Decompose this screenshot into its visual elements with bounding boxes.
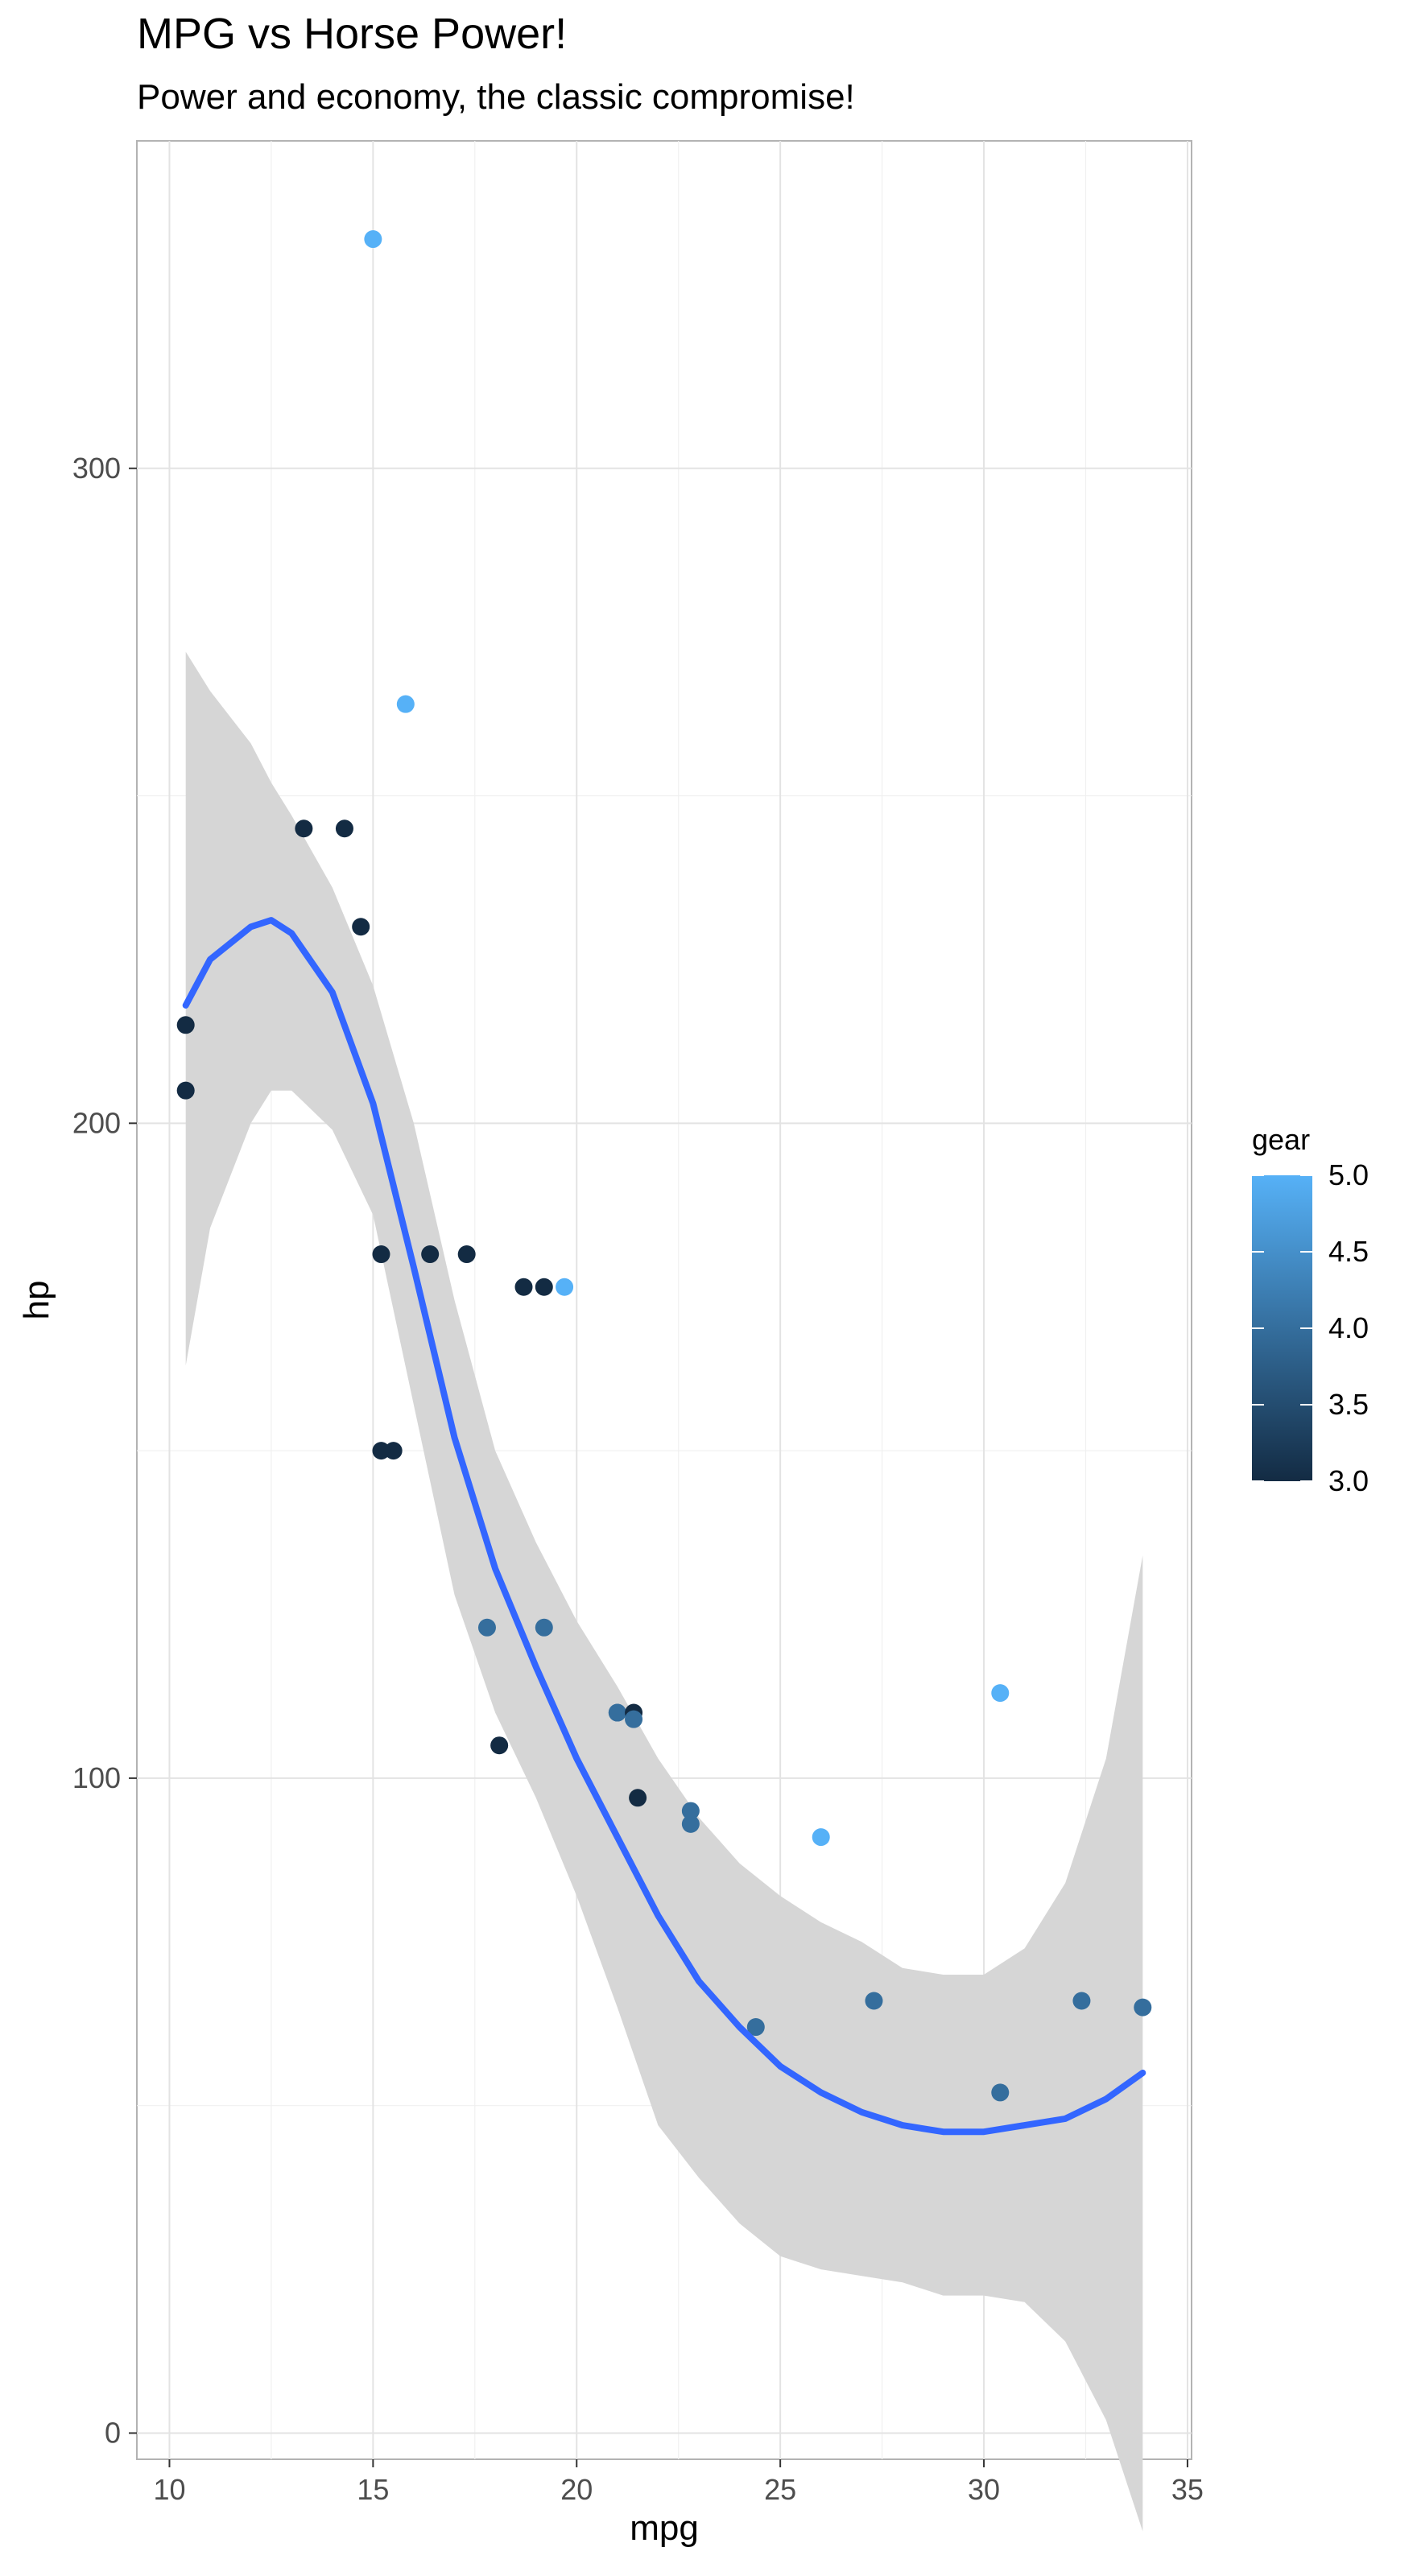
data-point [364, 230, 382, 249]
legend-ticks: 5.0 4.5 4.0 3.5 3.0 [1252, 1158, 1369, 1497]
data-point [477, 1618, 496, 1637]
data-point [335, 819, 353, 838]
major-gridlines [137, 141, 1192, 2459]
y-tick-label: 0 [105, 2416, 121, 2449]
legend-label: 3.0 [1328, 1464, 1369, 1497]
legend-label: 4.0 [1328, 1311, 1369, 1344]
x-axis-title: mpg [630, 2508, 699, 2548]
data-point [384, 1442, 403, 1460]
data-point [421, 1245, 440, 1264]
data-point [629, 1789, 647, 1807]
confidence-ribbon [185, 651, 1143, 2532]
y-axis-ticks: 0 100 200 300 [72, 452, 137, 2449]
confidence-ribbon-layer [185, 651, 1143, 2532]
legend-title: gear [1252, 1123, 1310, 1156]
chart-subtitle: Power and economy, the classic compromis… [137, 77, 855, 117]
data-point [176, 1081, 195, 1100]
data-point [625, 1710, 643, 1728]
data-point [991, 1684, 1010, 1703]
legend-label: 4.5 [1328, 1235, 1369, 1268]
data-point [514, 1278, 533, 1296]
y-axis-title: hp [17, 1281, 56, 1320]
data-point [372, 1245, 390, 1264]
x-tick-label: 30 [968, 2473, 1000, 2506]
data-point [681, 1802, 700, 1820]
data-point [1072, 1992, 1091, 2010]
x-axis-ticks: 10 15 20 25 30 35 [153, 2459, 1204, 2506]
legend-label: 5.0 [1328, 1158, 1369, 1191]
data-point [1134, 1998, 1152, 2017]
chart-title: MPG vs Horse Power! [137, 10, 567, 58]
data-point [865, 1992, 883, 2010]
x-tick-label: 10 [153, 2473, 185, 2506]
data-point [372, 1442, 390, 1460]
data-point [176, 1016, 195, 1034]
y-tick-label: 100 [72, 1761, 121, 1794]
data-point [608, 1703, 626, 1722]
data-point [352, 918, 370, 936]
smooth-line [182, 917, 1146, 2136]
data-point [746, 2018, 765, 2037]
data-point [396, 695, 415, 713]
x-tick-label: 35 [1171, 2473, 1204, 2506]
plot-panel [136, 140, 1192, 2460]
legend-label: 3.5 [1328, 1388, 1369, 1421]
data-point [295, 819, 313, 838]
y-tick-label: 200 [72, 1106, 121, 1139]
data-point [490, 1736, 509, 1755]
data-point [681, 1814, 700, 1833]
data-point [556, 1278, 574, 1296]
y-tick-label: 300 [72, 452, 121, 485]
smooth-line-layer [182, 917, 1146, 2136]
data-point [457, 1245, 476, 1264]
data-point [535, 1618, 553, 1637]
data-point [991, 2083, 1010, 2102]
x-tick-label: 25 [764, 2473, 796, 2506]
points-layer [176, 230, 1152, 2102]
x-tick-label: 15 [357, 2473, 389, 2506]
data-point [535, 1278, 553, 1296]
data-point [812, 1828, 830, 1847]
x-tick-label: 20 [560, 2473, 593, 2506]
